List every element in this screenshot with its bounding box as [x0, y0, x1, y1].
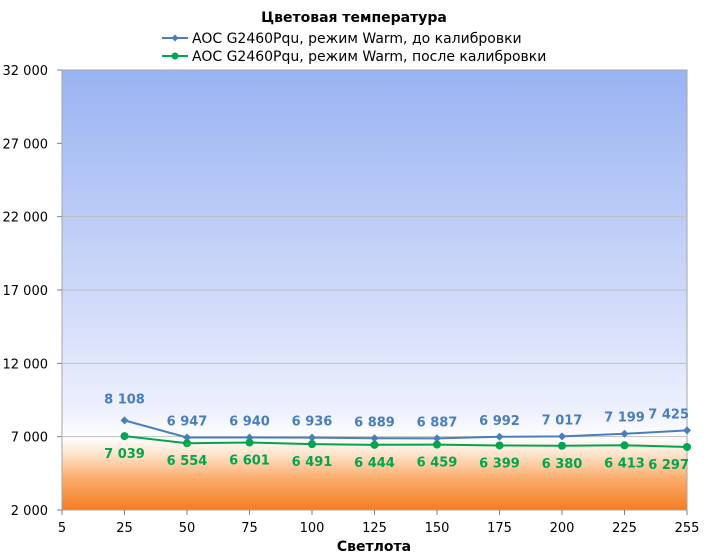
series: 8 108 6 947 6 940 6 936 6 889 6 887 6 992 7 017…: [104, 392, 691, 473]
data-label: 6 399: [479, 456, 520, 471]
x-tick-label: 25: [116, 521, 133, 536]
series-line: [124, 435, 688, 448]
y-tick-label: 7 000: [11, 431, 48, 446]
data-point: [558, 441, 566, 450]
data-point: [620, 429, 629, 438]
data-point: [683, 426, 691, 435]
data-label: 6 380: [542, 457, 583, 472]
series-after: 7 039 6 554 6 601 6 491 6 444 6 459 6 399 6 380…: [104, 432, 691, 473]
x-tick-label: 125: [362, 521, 387, 536]
x-tick-label: 5: [58, 521, 66, 536]
data-label: 6 297: [648, 458, 689, 473]
legend-label-after: AOC G2460Pqu, режим Warm, после калибров…: [192, 49, 546, 65]
data-label: 6 936: [292, 415, 333, 430]
data-point: [245, 438, 254, 447]
data-label: 6 889: [354, 415, 395, 430]
data-point: [308, 433, 316, 442]
x-tick-label: 150: [425, 521, 450, 536]
grid-lines: [62, 142, 687, 438]
legend-diamond-marker: [171, 34, 179, 42]
data-label: 6 601: [229, 454, 270, 469]
data-label: 8 108: [104, 392, 145, 407]
data-point: [370, 434, 379, 443]
x-tick-label: 255: [675, 521, 700, 536]
x-tick-label: 200: [550, 521, 575, 536]
data-point: [120, 432, 129, 441]
x-tick-label: 225: [612, 521, 637, 536]
data-point: [308, 440, 316, 449]
data-point: [683, 442, 691, 451]
data-point: [183, 433, 191, 442]
legend-label-before: AOC G2460Pqu, режим Warm, до калибровки: [192, 31, 522, 47]
data-label: 7 017: [542, 413, 583, 428]
legend: AOC G2460Pqu, режим Warm, до калибровки …: [162, 31, 546, 65]
data-point: [433, 434, 441, 443]
y-tick-label: 2 000: [11, 504, 48, 519]
series-line: [124, 419, 688, 440]
data-label: 6 554: [167, 454, 208, 469]
y-tick-label: 32 000: [3, 64, 49, 79]
data-label: 6 491: [292, 455, 333, 470]
legend-item-before: AOC G2460Pqu, режим Warm, до калибровки: [162, 31, 522, 47]
chart-title: Цветовая температура: [261, 10, 447, 26]
x-tick-label: 100: [300, 521, 325, 536]
y-tick-label: 17 000: [3, 284, 49, 299]
data-label: 6 947: [167, 414, 208, 429]
data-point: [620, 441, 629, 450]
data-label: 6 459: [417, 456, 458, 471]
data-label: 7 039: [104, 447, 145, 462]
data-label: 6 940: [229, 415, 270, 430]
data-point: [120, 416, 129, 425]
y-tick-label: 22 000: [3, 211, 49, 226]
x-tick-label: 50: [179, 521, 196, 536]
x-tick-label: 75: [241, 521, 258, 536]
data-label: 7 199: [604, 411, 645, 426]
data-point: [433, 440, 441, 449]
data-point: [558, 432, 566, 441]
y-tick-label: 27 000: [3, 137, 49, 152]
x-axis-title: Светлота: [337, 539, 411, 555]
data-label: 6 413: [604, 456, 645, 471]
data-point: [495, 441, 504, 450]
legend-circle-marker: [171, 52, 179, 60]
x-tick-label: 175: [487, 521, 512, 536]
y-tick-label: 12 000: [3, 357, 49, 372]
data-point: [370, 440, 379, 449]
data-label: 6 992: [479, 414, 520, 429]
data-label: 6 887: [417, 415, 458, 430]
data-label: 7 425: [648, 407, 689, 422]
data-point: [183, 439, 191, 448]
axes: 2 000 7 000 12 000 17 000 22 000 27 000 32 000…: [3, 64, 700, 536]
legend-item-after: AOC G2460Pqu, режим Warm, после калибров…: [162, 49, 546, 65]
data-label: 6 444: [354, 456, 395, 471]
series-before: 8 108 6 947 6 940 6 936 6 889 6 887 6 992 7 017…: [104, 392, 691, 443]
data-point: [495, 432, 504, 441]
